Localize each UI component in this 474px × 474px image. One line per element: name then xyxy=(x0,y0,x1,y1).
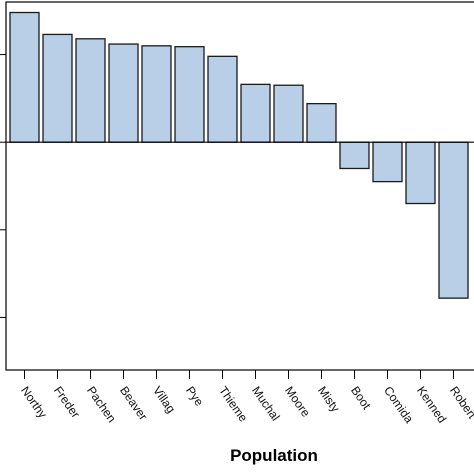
bar-pye xyxy=(174,46,205,143)
bar-villag xyxy=(141,45,172,143)
y-axis-ticks xyxy=(0,54,6,318)
bar-kenned xyxy=(405,141,436,205)
x-tick-label: Moore xyxy=(282,384,313,420)
plot-frame xyxy=(5,1,474,371)
x-tick-label: Northy xyxy=(18,384,50,421)
x-tick-label: Beaver xyxy=(117,384,150,423)
x-tick-label: Pachen xyxy=(84,384,119,425)
bar-robert xyxy=(438,141,469,299)
bars-group xyxy=(9,11,469,299)
x-tick-label: Kenned xyxy=(414,384,449,426)
x-tick-label: Muchal xyxy=(249,384,283,424)
bar-muchal xyxy=(240,83,271,143)
bar-freder xyxy=(42,33,73,143)
x-tick-label: Robert xyxy=(447,384,474,422)
x-tick-label: Freder xyxy=(51,384,83,421)
bar-misty xyxy=(306,102,337,143)
bar-moore xyxy=(273,84,304,143)
bar-thieme xyxy=(207,55,238,143)
x-tick-label: Thieme xyxy=(216,384,251,425)
bar-beaver xyxy=(108,43,139,143)
bar-pachen xyxy=(75,38,106,143)
x-axis-title: Population xyxy=(230,446,318,465)
x-tick-label: Pye xyxy=(183,384,207,409)
bar-northy xyxy=(9,11,40,143)
x-axis-ticks xyxy=(24,370,454,379)
x-tick-label: Villag xyxy=(150,384,178,416)
x-tick-label: Boot xyxy=(348,384,374,413)
bar-comida xyxy=(372,141,403,183)
x-tick-label: Misty xyxy=(315,384,343,415)
x-tick-label: Comida xyxy=(381,384,416,426)
bar-boot xyxy=(339,141,370,170)
